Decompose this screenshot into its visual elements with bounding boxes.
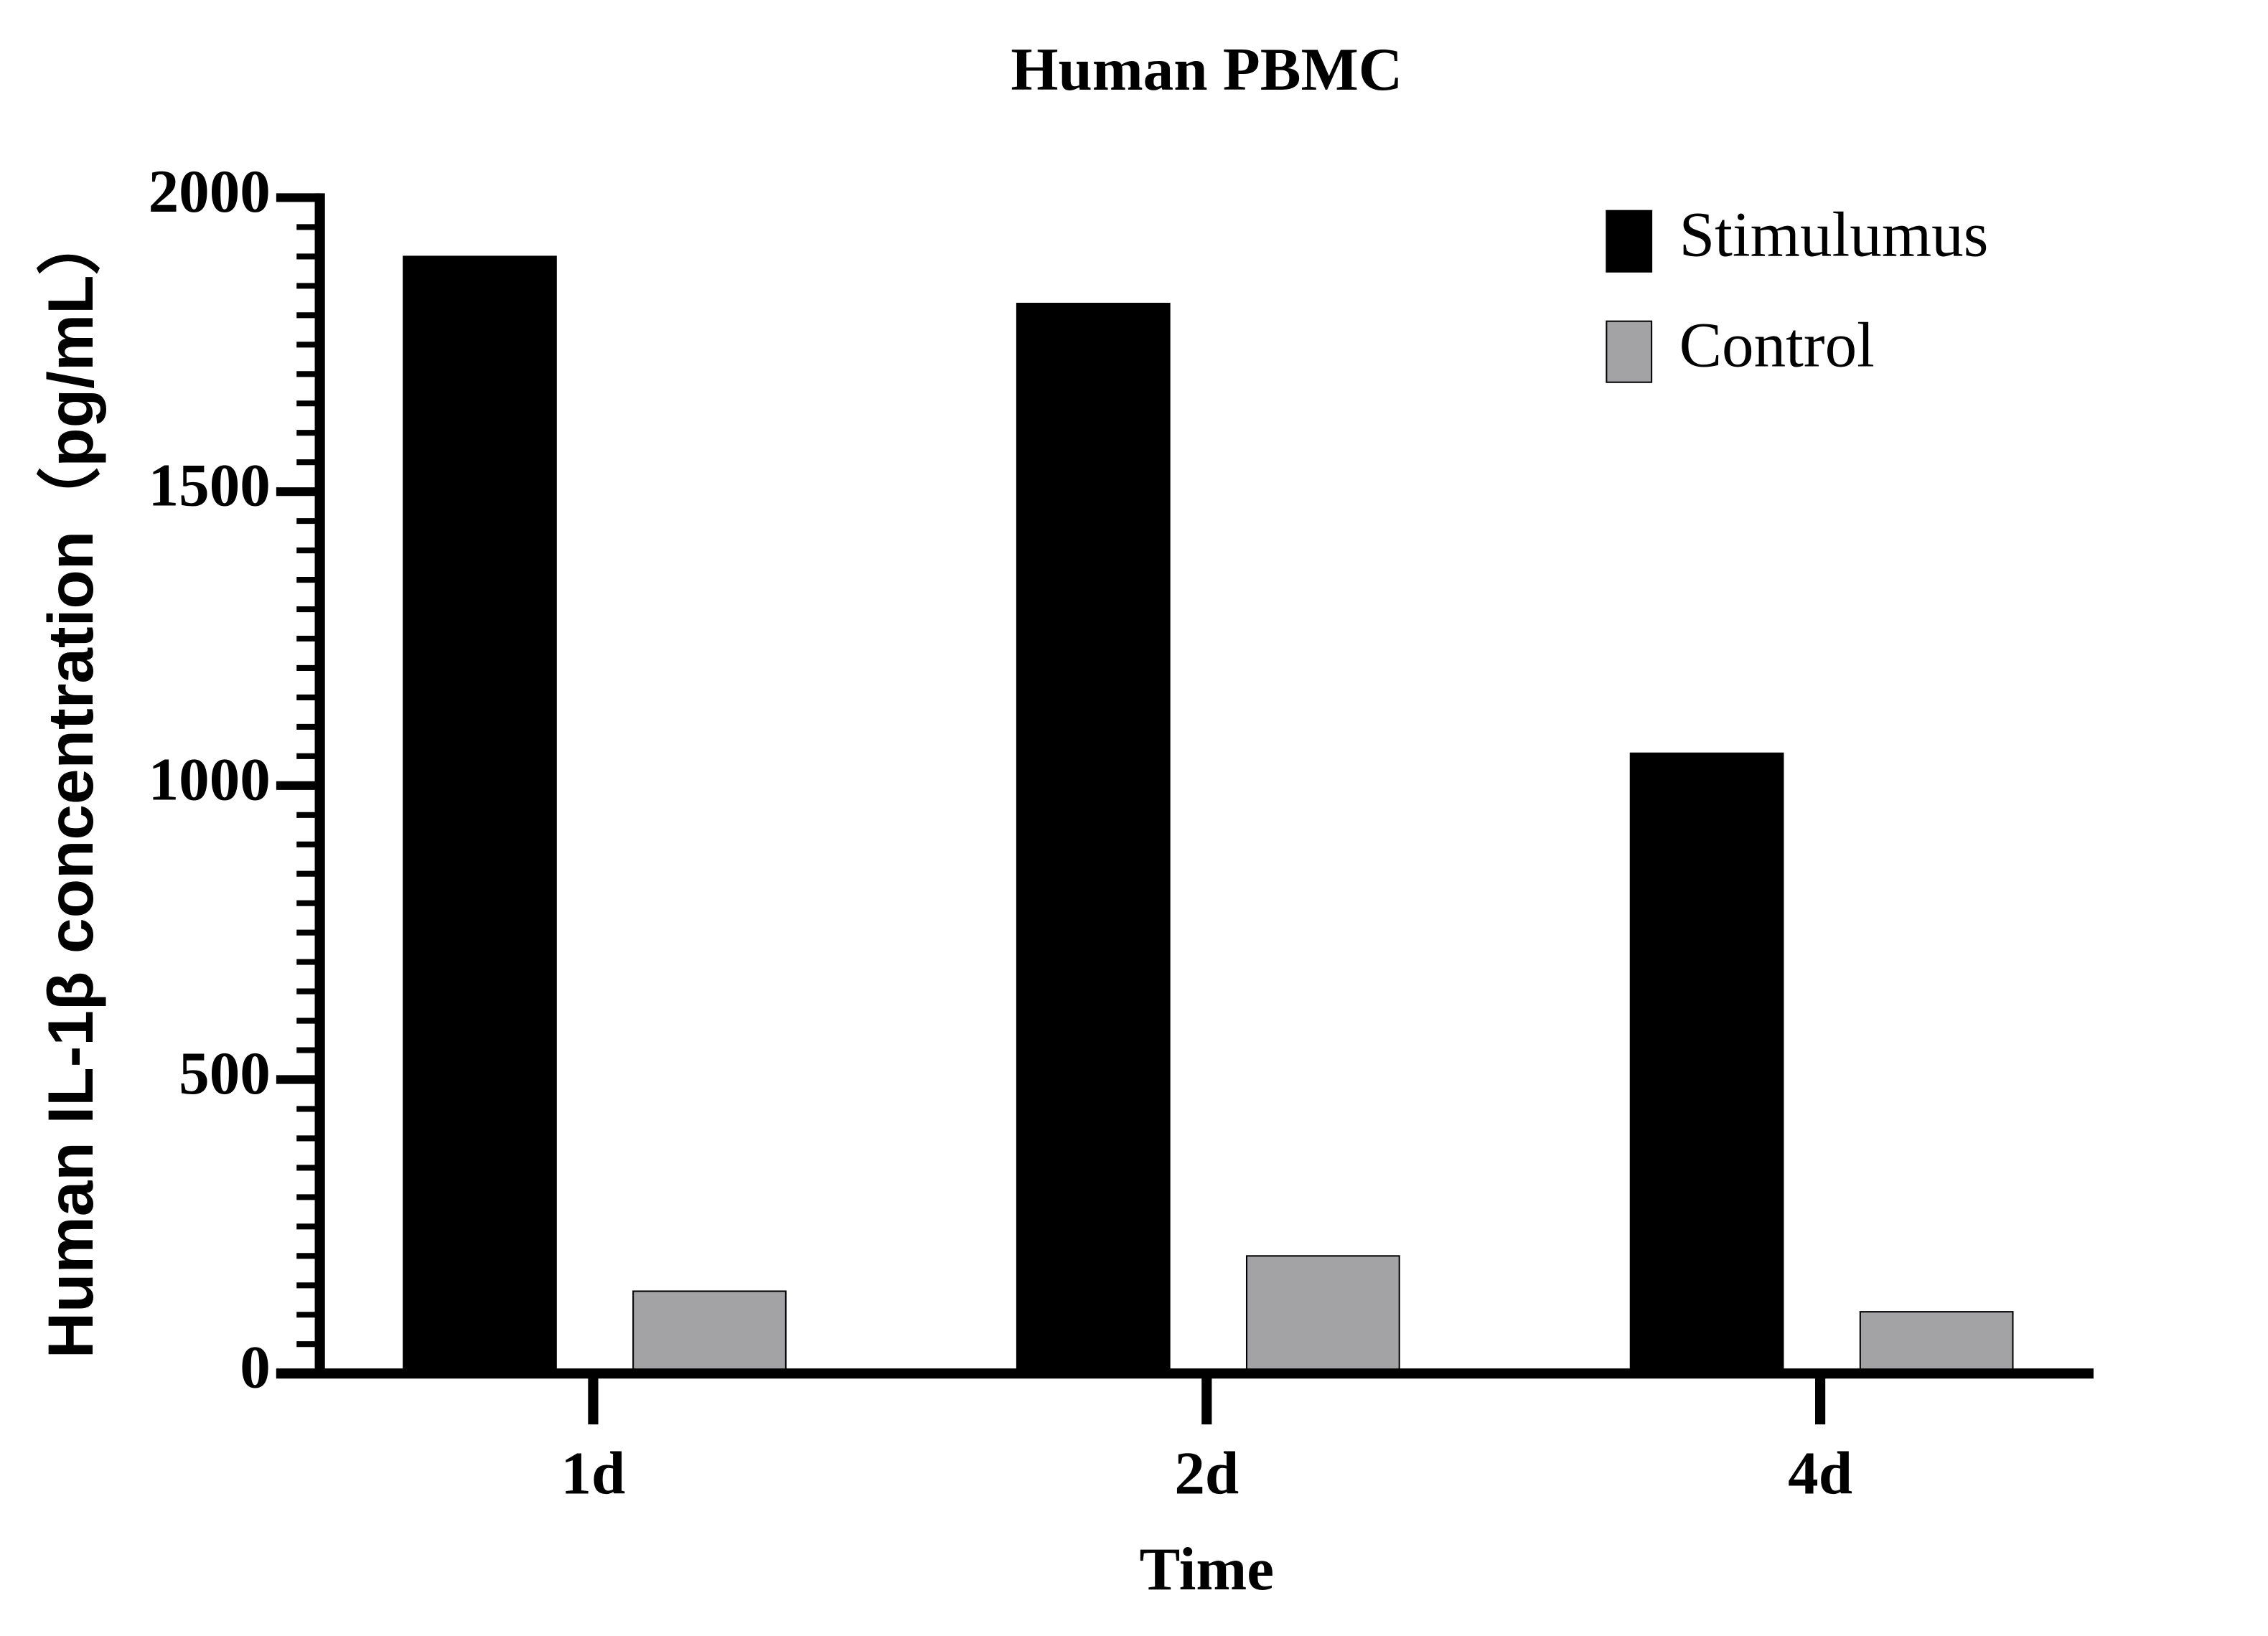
x-tick-label: 1d (561, 1440, 626, 1508)
y-tick-label: 0 (240, 1334, 271, 1401)
y-axis-title: Human IL-1β concentration（pg/mL） (34, 211, 106, 1358)
x-tick-label: 4d (1788, 1440, 1852, 1508)
legend-swatch (1606, 210, 1653, 273)
bar (1016, 302, 1171, 1375)
legend-label: Stimulumus (1679, 200, 1989, 271)
bar (632, 1290, 787, 1375)
bar (403, 255, 557, 1375)
legend-label: Control (1679, 311, 1875, 381)
bar (1245, 1255, 1400, 1375)
y-tick-label: 1500 (149, 452, 271, 520)
chart-title: Human PBMC (1011, 36, 1402, 103)
bar (1629, 752, 1784, 1375)
x-tick-label: 2d (1174, 1440, 1239, 1508)
legend-swatch (1606, 320, 1653, 383)
y-tick-label: 1000 (149, 746, 271, 813)
y-tick-label: 2000 (149, 158, 271, 225)
y-tick-label: 500 (179, 1040, 271, 1107)
bar (1859, 1311, 2014, 1375)
x-axis-title: Time (1140, 1536, 1274, 1603)
